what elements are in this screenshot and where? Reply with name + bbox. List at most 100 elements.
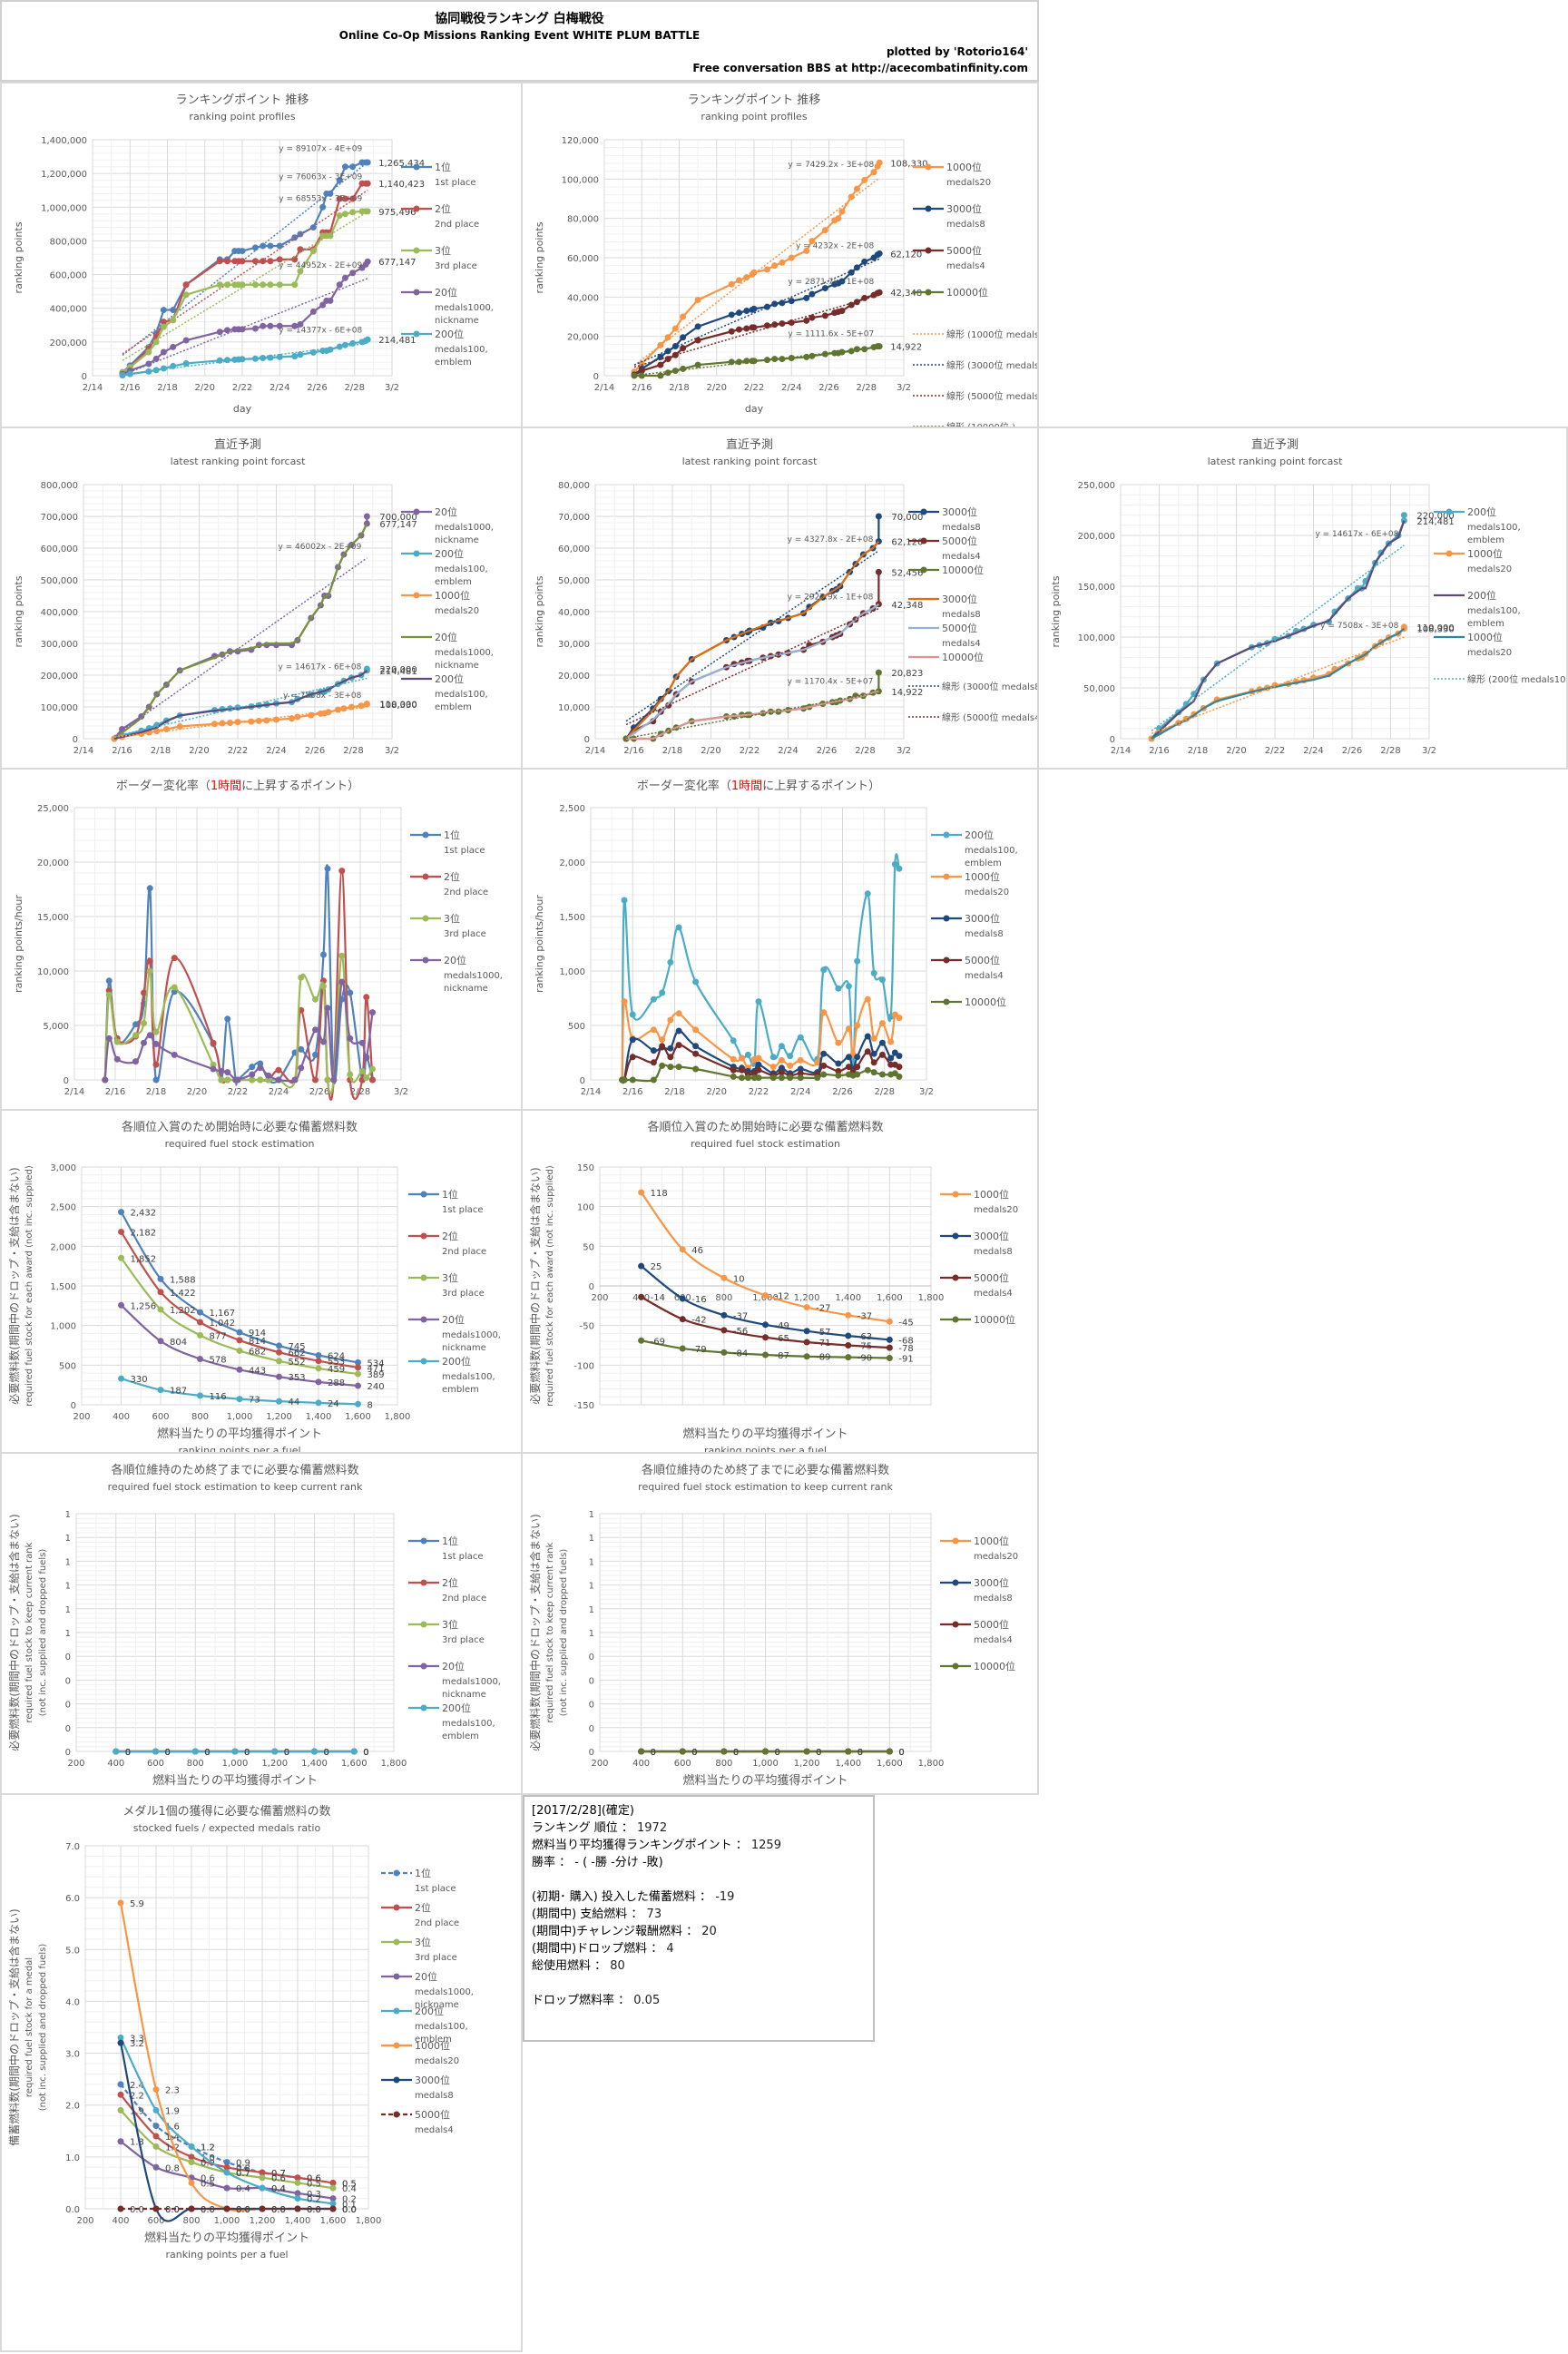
data-point [223, 2163, 230, 2171]
data-point [239, 248, 246, 255]
y-tick-label: 80,000 [567, 215, 599, 225]
data-point [336, 177, 343, 184]
data-label: 0 [244, 1748, 250, 1758]
data-label: 353 [289, 1373, 306, 1383]
x-tick-label: 1,200 [266, 1412, 292, 1422]
data-point [875, 669, 882, 676]
header: 協同戦役ランキング 白梅戦役 Online Co-Op Missions Ran… [0, 0, 1039, 82]
data-point [755, 998, 762, 1005]
legend-label: 20位 [442, 1313, 465, 1326]
legend-sublabel: emblem [415, 2035, 452, 2045]
legend-marker [393, 2042, 400, 2049]
y-tick-label: 10,000 [37, 967, 69, 977]
data-point [692, 1050, 700, 1057]
x-tick-label: 2/20 [1226, 746, 1246, 756]
series-line [113, 670, 368, 741]
chart-panel-r5c2: 各順位維持のため終了までに必要な備蓄燃料数 required fuel stock… [521, 1452, 1039, 1803]
legend-label: 3000位 [946, 202, 982, 215]
series-line [1151, 520, 1406, 740]
data-label: -78 [898, 1344, 913, 1354]
legend-sublabel: nickname [442, 1343, 486, 1353]
data-point [835, 1039, 842, 1046]
data-label: 0 [858, 1748, 863, 1758]
data-point [814, 1059, 821, 1066]
legend-sublabel: 2nd place [442, 1247, 486, 1257]
x-tick-label: 1,400 [301, 1759, 328, 1769]
data-label: 0.0 [342, 2205, 357, 2215]
data-point [119, 372, 126, 379]
data-point [160, 323, 167, 330]
legend-label: 200位 [435, 672, 464, 685]
data-point [891, 860, 898, 868]
data-point [349, 195, 357, 202]
data-point [694, 297, 701, 304]
legend-sublabel: medals1000, [415, 1987, 474, 1997]
legend-label: 200位 [442, 1702, 471, 1714]
bbs-link[interactable]: Free conversation BBS at http://acecomba… [692, 62, 1028, 74]
x-tick-label: 1,800 [356, 2216, 382, 2226]
legend-label: 1位 [435, 161, 451, 173]
data-point [113, 1055, 121, 1063]
data-point [692, 1065, 700, 1073]
legend-sublabel: 3rd place [444, 929, 486, 939]
data-point [236, 1347, 243, 1354]
data-label: 1.6 [165, 2123, 180, 2133]
legend-sublabel: nickname [415, 2000, 459, 2010]
x-tick-label: 2/18 [662, 746, 682, 756]
summary-winrate-row: 勝率 ： - ( -勝 -分け -敗) [532, 1854, 866, 1871]
data-point [821, 285, 828, 292]
y-tick-label: 600,000 [41, 544, 78, 554]
data-point [876, 159, 883, 166]
data-label: 0 [858, 1748, 863, 1758]
data-point [294, 2190, 301, 2197]
y-tick-label: 7.0 [65, 1842, 80, 1852]
data-point [315, 1399, 322, 1407]
y-axis-title: required fuel stock for a medal [24, 1957, 34, 2097]
data-point [363, 1074, 370, 1082]
x-axis-subtitle: ranking points per a fuel [165, 2249, 288, 2261]
data-point [755, 1074, 762, 1082]
y-tick-label: 1 [589, 1557, 594, 1567]
data-label: 0 [858, 1748, 863, 1758]
data-label: 0 [204, 1748, 210, 1758]
summary-box: [2017/2/28](確定) ランキング 順位 ： 1972 燃料当り平均獲得… [523, 1795, 875, 2042]
data-point [629, 1036, 636, 1044]
chart-panel-r5c1: 各順位維持のため終了までに必要な備蓄燃料数 required fuel stock… [0, 1452, 523, 1803]
data-label: 2.4 [130, 2081, 144, 2091]
x-tick-label: 2/22 [1265, 746, 1285, 756]
data-label: -84 [733, 1349, 748, 1358]
y-tick-label: 4.0 [65, 1997, 80, 2007]
legend-marker [920, 537, 927, 544]
y-tick-label: 0 [65, 1748, 71, 1758]
data-point [251, 244, 259, 251]
x-tick-label: 2/14 [581, 1087, 601, 1097]
data-label: 0 [733, 1748, 739, 1758]
x-tick-label: 2/14 [64, 1087, 84, 1097]
y-tick-label: 700,000 [41, 513, 78, 523]
legend-sublabel: 3rd place [442, 1289, 485, 1299]
winrate-label: 勝率 ： - ( -勝 -分け -敗) [532, 1856, 663, 1869]
data-point [803, 317, 810, 324]
data-point [679, 1246, 686, 1253]
data-point [763, 357, 770, 364]
legend-sublabel: medals20 [946, 178, 991, 188]
data-label: 0 [651, 1748, 656, 1758]
x-tick-label: 2/24 [269, 1087, 289, 1097]
x-tick-label: 2/22 [740, 746, 760, 756]
series-line [1151, 627, 1406, 740]
data-point [657, 372, 664, 379]
data-point [157, 1289, 164, 1296]
data-label: 5.9 [130, 1899, 144, 1909]
data-point [291, 234, 299, 241]
data-point [210, 1065, 217, 1073]
x-tick-label: 2/28 [875, 1087, 895, 1097]
trend-line [625, 607, 879, 726]
y-tick-label: 0 [589, 1701, 594, 1711]
legend-sublabel: nickname [444, 984, 488, 994]
data-label: 25 [651, 1262, 662, 1272]
chart-title-part: に上昇するポイント） [241, 780, 359, 793]
chart-title-part: 1時間 [211, 780, 241, 793]
data-label: 0.4 [271, 2184, 286, 2194]
data-label: 0 [898, 1748, 904, 1758]
data-point [896, 1053, 903, 1060]
